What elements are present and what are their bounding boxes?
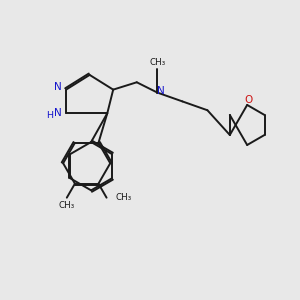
Text: N: N xyxy=(157,86,165,96)
Text: N: N xyxy=(54,82,62,92)
Text: H: H xyxy=(46,111,53,120)
Text: CH₃: CH₃ xyxy=(59,201,75,210)
Text: N: N xyxy=(54,108,62,118)
Text: CH₃: CH₃ xyxy=(149,58,166,67)
Text: CH₃: CH₃ xyxy=(116,193,132,202)
Text: O: O xyxy=(244,95,253,105)
